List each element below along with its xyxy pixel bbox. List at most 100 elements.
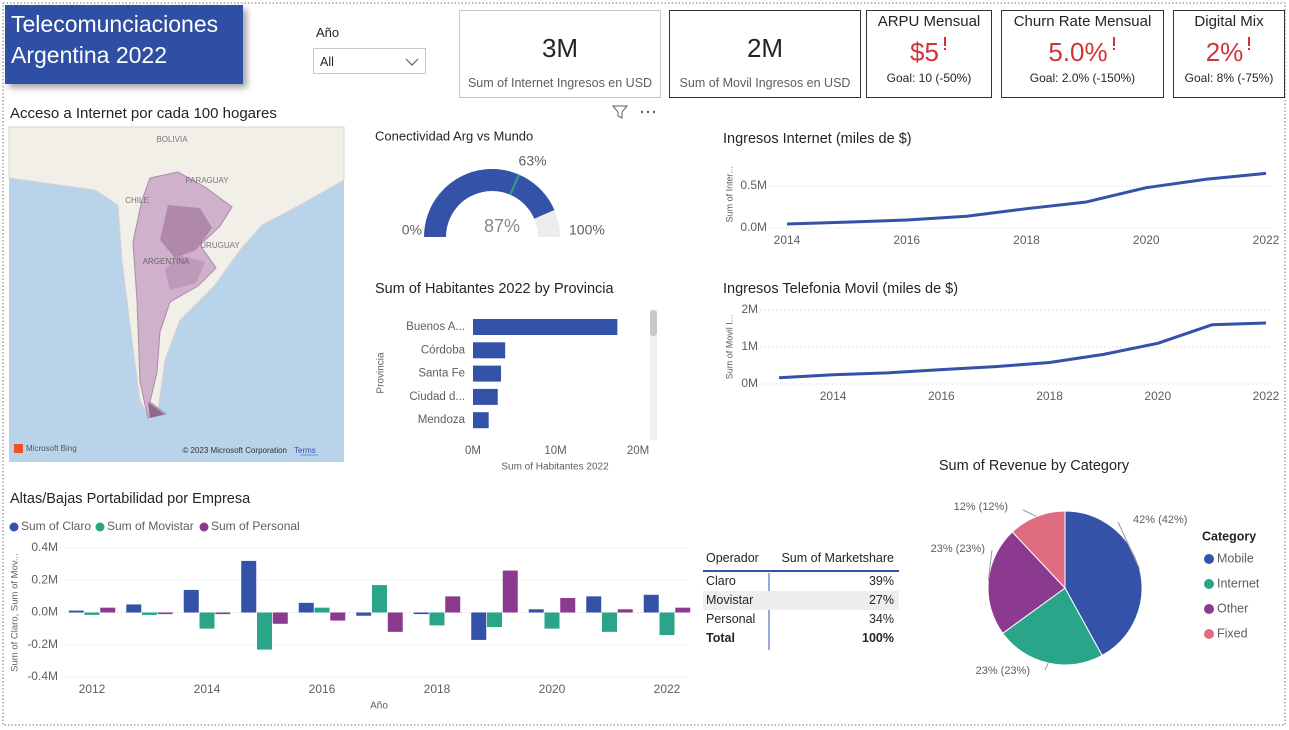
card: 2M Sum of Movil Ingresos en USD: [669, 10, 861, 98]
y-axis-title: Provincia: [376, 352, 387, 394]
x-tick-label: 2022: [1253, 233, 1280, 247]
map-region: [160, 205, 212, 258]
scrollbar-track: [650, 310, 657, 440]
legend-label: Sum of Movistar: [107, 519, 194, 533]
data-label: 23% (23%): [931, 543, 985, 555]
bar: [659, 612, 675, 636]
map-title: Acceso a Internet por cada 100 hogares: [10, 105, 277, 122]
warning-icon: [1111, 37, 1117, 51]
y-tick-label: 0M: [741, 376, 758, 390]
x-tick-label: 2016: [309, 682, 336, 696]
kpi-title: Churn Rate Mensual: [1013, 13, 1152, 30]
kpi-card: ARPU Mensual $5 Goal: 10 (-50%): [866, 10, 992, 98]
kpi-title: ARPU Mensual: [877, 13, 981, 30]
card-value: 2M: [746, 33, 784, 63]
map-label: CHILE: [125, 196, 149, 205]
cell: Claro: [706, 574, 736, 588]
leader-line: [1044, 662, 1049, 671]
bar: [157, 612, 173, 615]
y-tick-label: 1M: [741, 339, 758, 353]
legend-marker: [1204, 579, 1214, 589]
pie-slice: [1011, 510, 1066, 590]
cell: Total: [706, 631, 735, 645]
bar: [473, 412, 489, 429]
x-tick-label: 2014: [820, 389, 847, 403]
bar: [473, 388, 498, 405]
legend-label: Mobile: [1217, 551, 1254, 565]
card: 3M Sum of Internet Ingresos en USD: [459, 10, 661, 98]
table-total: Total 100%: [703, 629, 899, 648]
line: [786, 171, 1267, 226]
x-tick-label: 10M: [544, 445, 566, 457]
slicer-dropdown[interactable]: All: [313, 48, 426, 74]
bar: [272, 612, 288, 624]
chart-title: Altas/Bajas Portabilidad por Empresa: [10, 491, 251, 507]
map-terms[interactable]: Terms: [294, 446, 316, 455]
x-tick-label: 2020: [539, 682, 566, 696]
x-tick-label: 2018: [1013, 233, 1040, 247]
chart-title: Sum of Revenue by Category: [939, 458, 1130, 474]
cell: 39%: [868, 574, 894, 588]
gauge-target: [509, 174, 520, 196]
chart-title: Ingresos Internet (miles de $): [723, 131, 912, 147]
map-label: ARGENTINA: [143, 257, 190, 266]
cell: 34%: [868, 612, 894, 626]
legend-marker: [1204, 604, 1214, 614]
header-cell: Operador: [706, 551, 759, 565]
kpi-value: 2%: [1205, 37, 1244, 67]
report-title: Telecomunciaciones Argentina 2022: [5, 5, 243, 84]
bar: [602, 612, 617, 632]
target-label: 63%: [519, 152, 547, 168]
x-tick-label: 2012: [79, 682, 106, 696]
header-cell: Sum of Marketshare: [781, 551, 894, 565]
x-tick-label: 20M: [627, 445, 649, 457]
y-tick-label: -0.2M: [27, 637, 58, 651]
pie-slice: [987, 531, 1066, 634]
bar: [142, 612, 157, 615]
bar: [586, 596, 602, 613]
warning-icon: [1246, 37, 1252, 51]
x-axis-title: Sum of Habitantes 2022: [501, 462, 609, 473]
pie-slice: [1002, 587, 1103, 666]
y-axis-title: Sum of Claro, Sum of Mov...: [10, 553, 21, 672]
bar: [445, 596, 461, 613]
card-label: Sum of Internet Ingresos en USD: [467, 76, 653, 90]
x-tick-label: 2018: [1036, 389, 1063, 403]
chevron-icon: [405, 58, 419, 66]
card-label: Sum of Movil Ingresos en USD: [679, 76, 851, 90]
x-tick-label: 2014: [774, 233, 801, 247]
legend-marker: [199, 522, 209, 532]
bar: [473, 319, 618, 335]
y-tick-label: 2M: [741, 302, 758, 316]
y-axis-title: Sum of Movil I...: [724, 315, 734, 380]
bar: [68, 610, 84, 613]
x-tick-label: 2018: [424, 682, 451, 696]
more-icon: [646, 110, 650, 114]
bar: [356, 612, 372, 616]
legend-marker: [95, 522, 105, 532]
bar: [471, 612, 487, 640]
y-axis-title: Sum of Inter...: [724, 166, 734, 222]
bar: [617, 609, 633, 613]
more-icon: [640, 110, 644, 114]
leader-line: [1022, 509, 1037, 517]
bar: [413, 612, 429, 615]
x-tick-label: 2016: [928, 389, 955, 403]
table-row: Personal 34%: [703, 610, 899, 629]
bar: [183, 589, 199, 613]
leader-line: [1117, 521, 1141, 570]
bar: [100, 607, 116, 613]
scrollbar-thumb: [650, 310, 657, 336]
x-tick-label: 2020: [1144, 389, 1171, 403]
map-label: PARAGUAY: [185, 176, 229, 185]
bing-logo: [14, 444, 23, 453]
bar: [84, 612, 100, 615]
cell: 27%: [868, 593, 894, 607]
bar: [473, 342, 506, 359]
kpi-goal: Goal: 10 (-50%): [886, 71, 972, 85]
y-tick-label: Buenos A...: [406, 321, 465, 333]
y-tick-label: Santa Fe: [418, 368, 465, 380]
legend-label: Internet: [1217, 576, 1260, 590]
x-axis-title: Año: [370, 701, 388, 712]
legend-marker: [1204, 554, 1214, 564]
